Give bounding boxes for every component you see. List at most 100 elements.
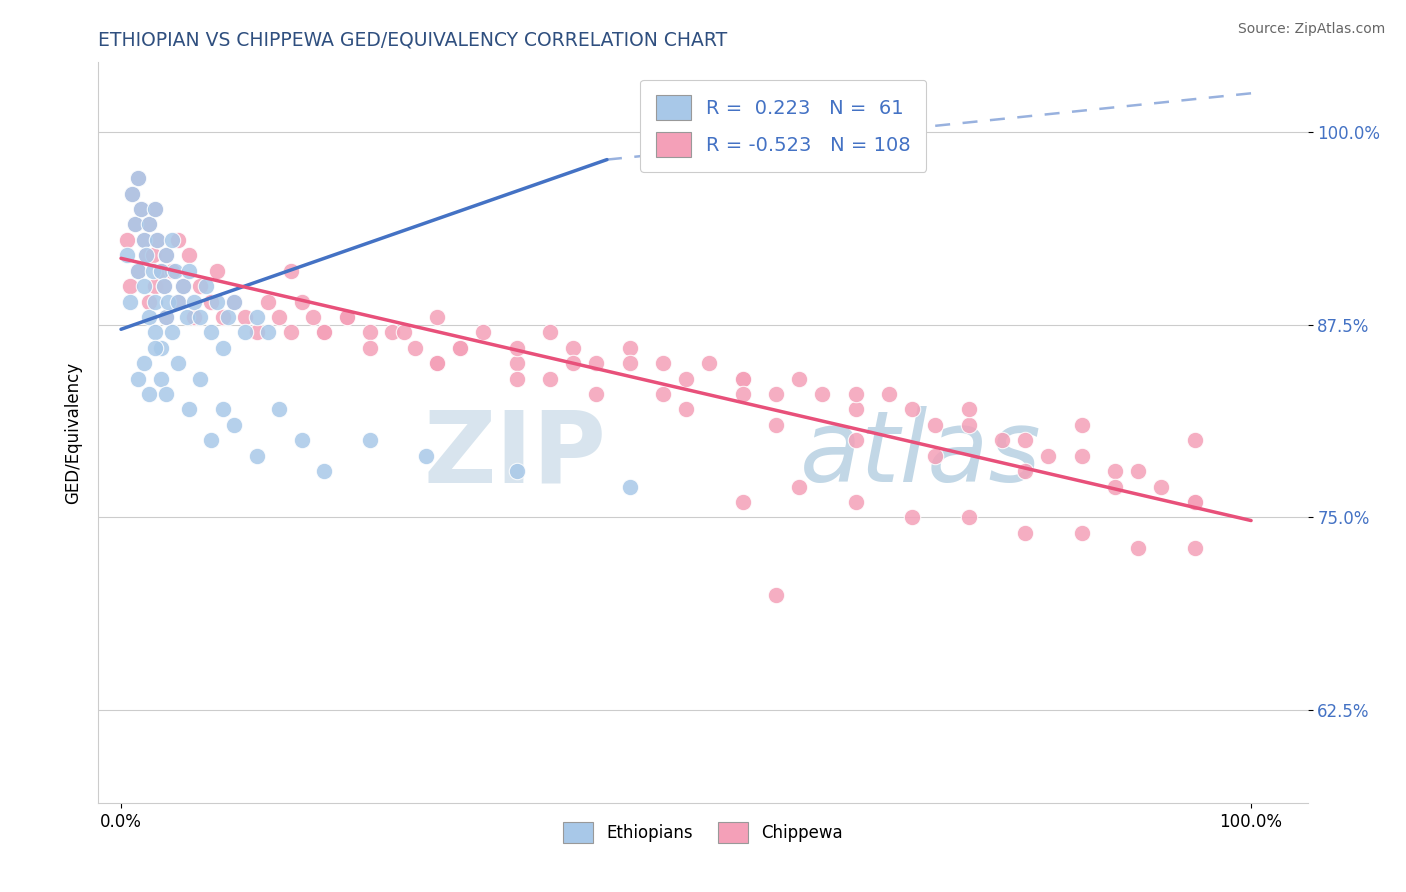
Point bbox=[957, 402, 980, 417]
Point bbox=[183, 294, 205, 309]
Point bbox=[143, 202, 166, 216]
Point bbox=[1104, 464, 1126, 478]
Point bbox=[957, 510, 980, 524]
Point bbox=[652, 387, 675, 401]
Point bbox=[177, 263, 200, 277]
Point bbox=[731, 371, 754, 385]
Point bbox=[135, 248, 157, 262]
Point bbox=[845, 402, 868, 417]
Point bbox=[157, 294, 180, 309]
Point bbox=[314, 326, 336, 340]
Point bbox=[124, 218, 146, 232]
Point bbox=[449, 341, 471, 355]
Point bbox=[166, 294, 188, 309]
Point bbox=[845, 434, 868, 448]
Point bbox=[505, 341, 527, 355]
Point bbox=[415, 449, 437, 463]
Point bbox=[222, 294, 245, 309]
Point bbox=[211, 341, 233, 355]
Point bbox=[1014, 525, 1036, 540]
Point bbox=[138, 387, 160, 401]
Point bbox=[120, 279, 142, 293]
Point bbox=[217, 310, 239, 324]
Point bbox=[505, 356, 527, 370]
Point bbox=[471, 326, 494, 340]
Point bbox=[132, 233, 155, 247]
Point bbox=[280, 263, 302, 277]
Point bbox=[697, 356, 720, 370]
Point bbox=[585, 356, 607, 370]
Point bbox=[1184, 495, 1206, 509]
Point bbox=[127, 263, 149, 277]
Point bbox=[155, 387, 177, 401]
Point bbox=[160, 326, 183, 340]
Point bbox=[538, 371, 561, 385]
Point bbox=[765, 387, 787, 401]
Point bbox=[1150, 480, 1173, 494]
Point bbox=[731, 387, 754, 401]
Point bbox=[991, 434, 1014, 448]
Point bbox=[957, 417, 980, 432]
Legend: Ethiopians, Chippewa: Ethiopians, Chippewa bbox=[557, 815, 849, 850]
Text: ETHIOPIAN VS CHIPPEWA GED/EQUIVALENCY CORRELATION CHART: ETHIOPIAN VS CHIPPEWA GED/EQUIVALENCY CO… bbox=[98, 30, 728, 50]
Point bbox=[166, 356, 188, 370]
Point bbox=[211, 402, 233, 417]
Point bbox=[121, 186, 143, 201]
Point bbox=[1014, 434, 1036, 448]
Point bbox=[845, 495, 868, 509]
Point bbox=[222, 417, 245, 432]
Point bbox=[143, 341, 166, 355]
Point bbox=[121, 186, 143, 201]
Point bbox=[233, 326, 256, 340]
Point bbox=[115, 233, 138, 247]
Point bbox=[1184, 495, 1206, 509]
Point bbox=[115, 248, 138, 262]
Point bbox=[901, 510, 924, 524]
Point bbox=[810, 387, 832, 401]
Point bbox=[1036, 449, 1059, 463]
Point bbox=[562, 356, 585, 370]
Text: ZIP: ZIP bbox=[423, 407, 606, 503]
Point bbox=[188, 310, 211, 324]
Point bbox=[166, 233, 188, 247]
Point bbox=[183, 310, 205, 324]
Point bbox=[246, 326, 269, 340]
Point bbox=[449, 341, 471, 355]
Point bbox=[787, 480, 810, 494]
Point bbox=[188, 279, 211, 293]
Point bbox=[127, 263, 149, 277]
Point bbox=[155, 310, 177, 324]
Point bbox=[359, 434, 381, 448]
Point bbox=[143, 279, 166, 293]
Point bbox=[246, 449, 269, 463]
Point bbox=[246, 310, 269, 324]
Point bbox=[1184, 541, 1206, 556]
Point bbox=[1070, 417, 1092, 432]
Point bbox=[336, 310, 359, 324]
Point bbox=[142, 263, 165, 277]
Point bbox=[138, 310, 160, 324]
Point bbox=[200, 434, 222, 448]
Point bbox=[205, 294, 228, 309]
Point bbox=[731, 371, 754, 385]
Point bbox=[131, 202, 153, 216]
Point bbox=[879, 387, 901, 401]
Point bbox=[211, 310, 233, 324]
Point bbox=[257, 294, 280, 309]
Point bbox=[731, 495, 754, 509]
Point bbox=[132, 233, 155, 247]
Point bbox=[1126, 541, 1149, 556]
Point bbox=[149, 371, 172, 385]
Point bbox=[165, 263, 187, 277]
Point bbox=[149, 263, 172, 277]
Point bbox=[132, 356, 155, 370]
Point bbox=[585, 387, 607, 401]
Point bbox=[160, 233, 183, 247]
Point bbox=[131, 202, 153, 216]
Point bbox=[426, 310, 449, 324]
Point bbox=[124, 218, 146, 232]
Point bbox=[146, 233, 169, 247]
Point bbox=[765, 588, 787, 602]
Point bbox=[194, 279, 217, 293]
Point bbox=[233, 310, 256, 324]
